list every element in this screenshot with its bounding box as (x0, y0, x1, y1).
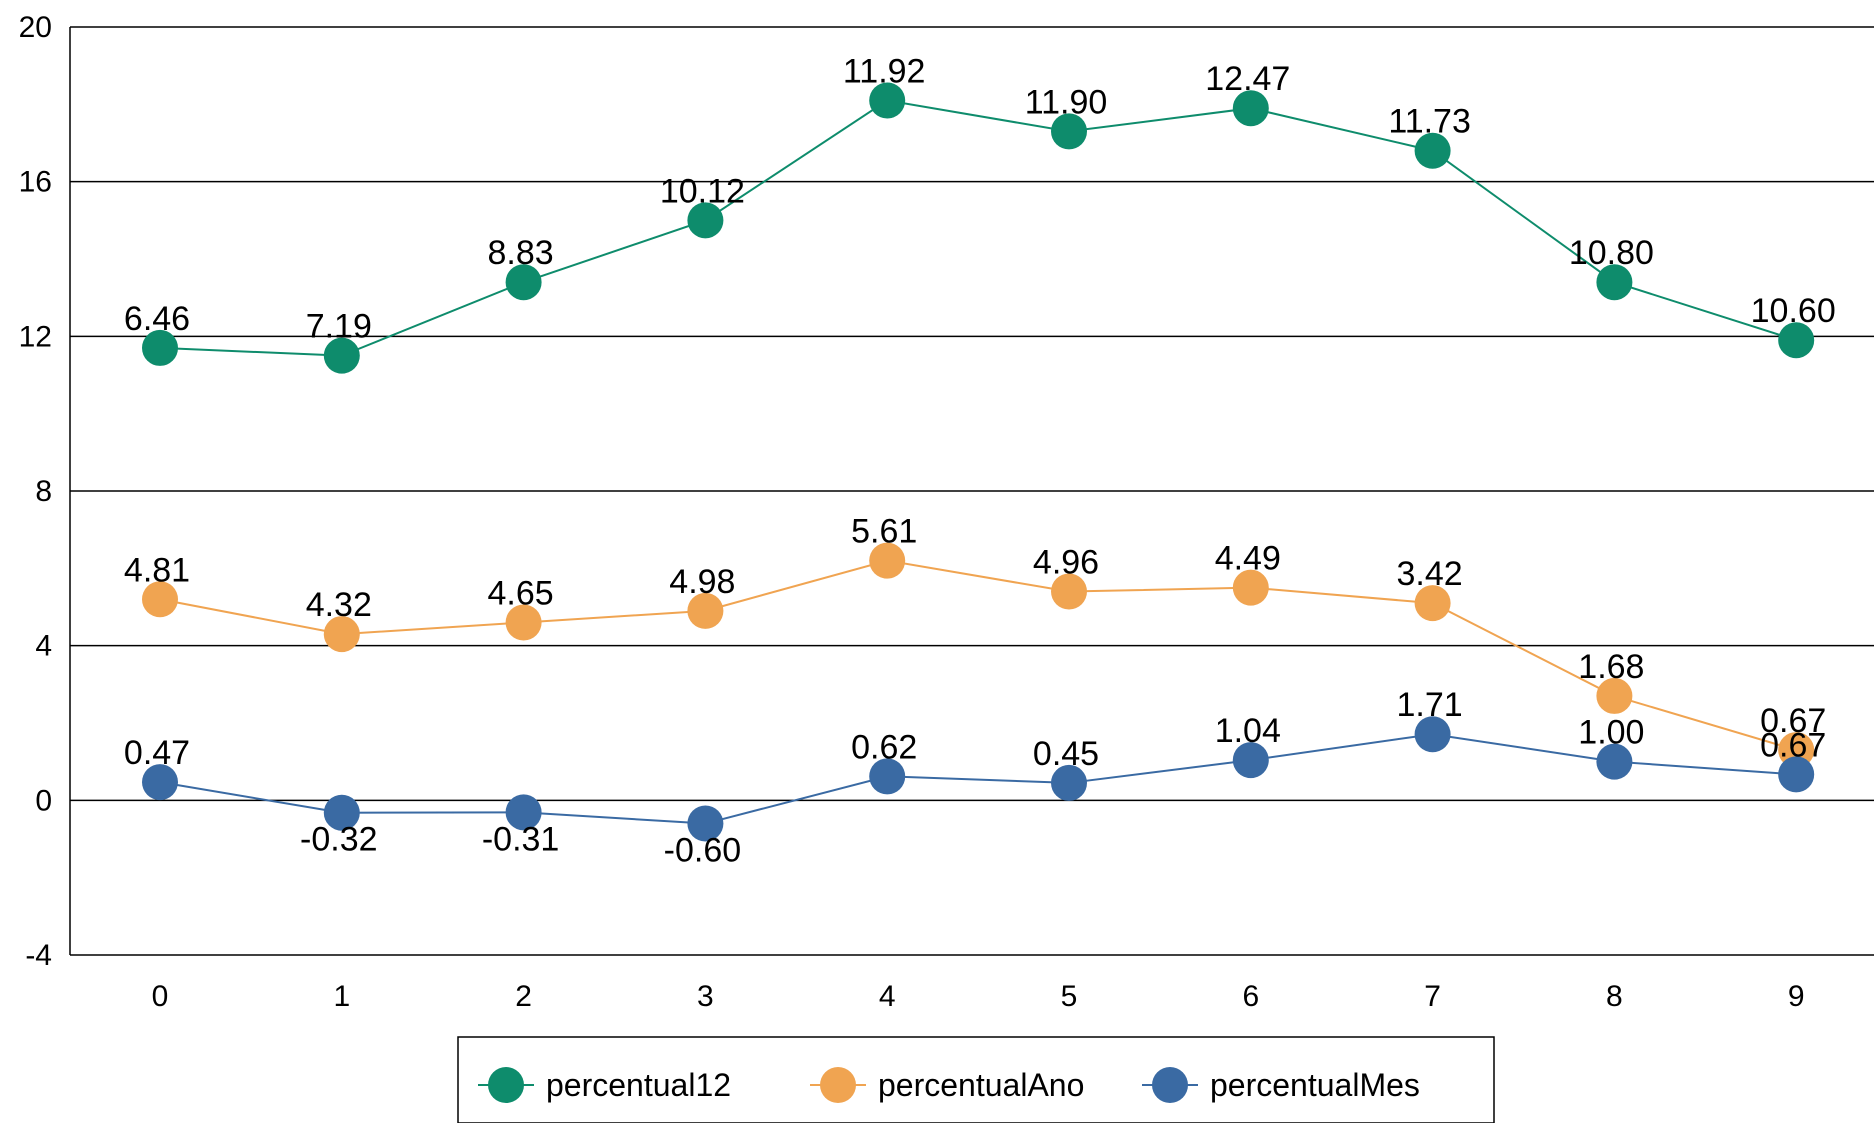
legend-entry-percentualMes: percentualMes (1142, 1067, 1420, 1103)
legend-marker (488, 1067, 524, 1103)
x-tick-label: 6 (1242, 980, 1259, 1013)
series-percentual12 (142, 82, 1815, 374)
data-label: 3.42 (1397, 555, 1463, 593)
data-label: 4.32 (306, 586, 372, 624)
x-tick-label: 9 (1788, 980, 1805, 1013)
data-point (1596, 743, 1633, 780)
x-tick-label: 1 (333, 980, 350, 1013)
data-label: 1.00 (1578, 714, 1644, 752)
data-labels: 6.46 7.19 8.83 10.12 11.92 11.90 12.47 11.73 10.… (124, 52, 1836, 869)
y-tick-label: 12 (19, 320, 52, 353)
data-point (142, 329, 178, 366)
legend-marker (820, 1067, 856, 1103)
data-label: 0.67 (1760, 702, 1826, 740)
y-tick-label: 0 (35, 784, 52, 817)
data-label: 11.92 (843, 52, 926, 90)
y-tick-label: 16 (19, 166, 52, 199)
data-label: 10.80 (1569, 234, 1654, 272)
data-label: 4.96 (1033, 544, 1099, 582)
data-label: 11.73 (1388, 103, 1471, 141)
data-point (142, 764, 178, 801)
data-point (1414, 716, 1451, 753)
series-line (159, 559, 1797, 752)
data-point (869, 542, 906, 579)
data-label: 0.62 (851, 728, 917, 766)
legend-entry-percentual12: percentual12 (478, 1067, 731, 1103)
data-point (1232, 90, 1269, 127)
legend-label: percentual12 (546, 1067, 731, 1103)
data-label: 4.98 (669, 563, 735, 601)
data-label: 6.46 (124, 300, 190, 338)
x-tick-label: 4 (879, 980, 896, 1013)
data-point (142, 581, 178, 618)
data-point (1051, 764, 1087, 801)
data-label: 8.83 (488, 234, 554, 272)
data-point (323, 337, 360, 374)
data-label: 0.45 (1033, 735, 1099, 773)
data-label: -0.60 (664, 832, 742, 870)
legend-label: percentualMes (1210, 1067, 1420, 1103)
series-line (159, 99, 1797, 357)
data-point (1596, 264, 1633, 301)
data-point (1778, 756, 1815, 793)
data-label: 1.68 (1578, 648, 1644, 686)
data-label: -0.31 (482, 820, 560, 858)
x-tick-label: 7 (1424, 980, 1441, 1013)
y-tick-label: -4 (25, 939, 52, 972)
legend-box (457, 1036, 1495, 1123)
data-label: 5.61 (851, 513, 917, 551)
series-group (142, 82, 1815, 842)
x-tick-label: 3 (697, 980, 714, 1013)
grid-lines (70, 26, 1874, 956)
data-label: 10.60 (1751, 292, 1836, 330)
y-tick-label: 4 (35, 630, 52, 663)
data-label: 10.12 (660, 172, 745, 210)
data-point (505, 604, 542, 641)
x-tick-label: 2 (515, 980, 532, 1013)
data-point (1232, 742, 1269, 779)
x-tick-label: 0 (152, 980, 169, 1013)
x-tick-label: 8 (1606, 980, 1623, 1013)
data-point (505, 794, 542, 831)
data-label: 1.71 (1397, 686, 1463, 724)
y-tick-label: 20 (19, 11, 52, 44)
data-point (323, 794, 360, 831)
data-label: 4.81 (124, 551, 190, 589)
legend-marker (1152, 1067, 1188, 1103)
legend-label: percentualAno (878, 1067, 1084, 1103)
legend: percentual12 percentualAno percentualMes (457, 1036, 1495, 1123)
data-label: 12.47 (1205, 60, 1290, 98)
series-percentualMes (142, 716, 1815, 842)
data-point (687, 592, 724, 629)
data-label: 7.19 (306, 308, 372, 346)
data-point (687, 202, 724, 239)
data-point (1414, 585, 1451, 622)
data-label: 1.04 (1215, 712, 1281, 750)
data-point (1414, 132, 1451, 169)
data-label: 0.67 (1760, 726, 1826, 764)
series-line (159, 733, 1797, 825)
legend-entry-percentualAno: percentualAno (810, 1067, 1084, 1103)
data-label: 11.90 (1025, 83, 1108, 121)
data-point (1778, 322, 1815, 359)
x-tick-label: 5 (1061, 980, 1078, 1013)
data-point (869, 82, 906, 119)
data-label: -0.32 (300, 821, 378, 859)
y-tick-label: 8 (35, 475, 52, 508)
data-point (1051, 113, 1087, 150)
data-point (687, 805, 724, 842)
series-percentualAno (142, 542, 1815, 769)
data-label: 0.47 (124, 734, 190, 772)
data-point (869, 758, 906, 795)
data-point (1232, 569, 1269, 606)
data-label: 4.49 (1215, 540, 1281, 578)
data-point (505, 264, 542, 301)
data-label: 4.65 (488, 574, 554, 612)
data-point (1051, 573, 1087, 610)
data-point (1596, 677, 1633, 714)
data-point (323, 616, 360, 653)
